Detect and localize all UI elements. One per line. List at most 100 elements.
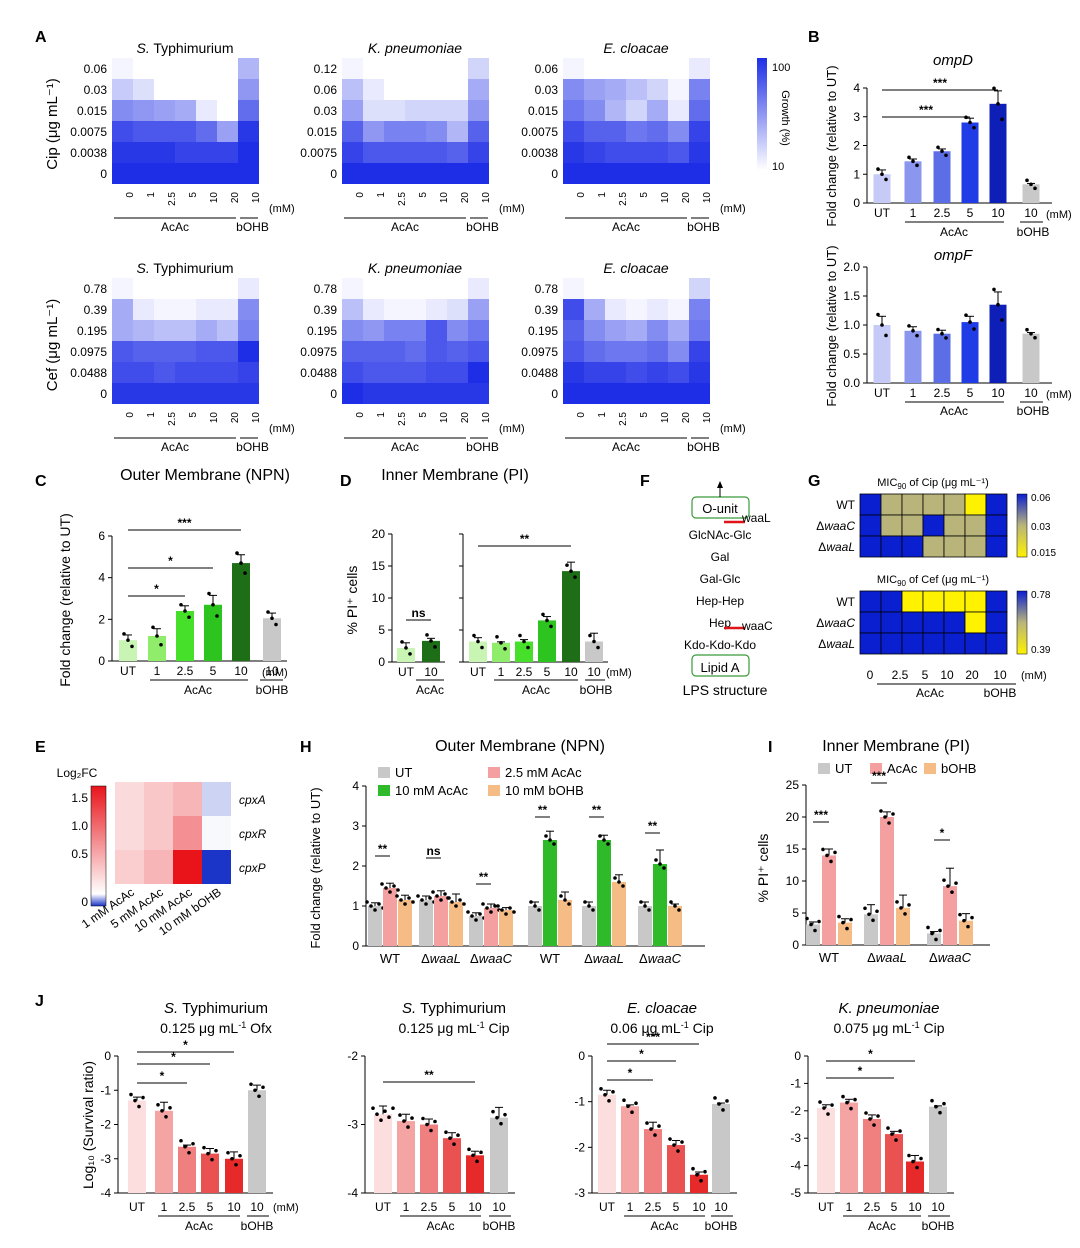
data-point [837,914,841,919]
x-tick-label: 10 [564,665,578,679]
data-point [493,904,497,908]
bar [397,1121,415,1193]
bar [469,641,487,662]
heatmap-cell [563,163,584,184]
heatmap-cell [238,320,259,341]
chart-subtitle: 0.075 μg mL-1 Cip [833,1020,944,1036]
data-point [215,614,219,618]
legend-label: 2.5 mM AcAc [505,765,582,780]
bar [885,1134,903,1193]
heatmap-cell [563,362,584,383]
bar [989,304,1007,383]
data-point [549,624,553,629]
bar [863,1119,881,1193]
y-tick-label: 2.0 [843,260,860,274]
heatmap-cell [426,58,447,79]
heatmap-cell [426,341,447,362]
legend-swatch [488,785,500,796]
data-point [880,323,884,327]
panel-letter-A: A [35,29,47,46]
data-point [569,569,573,573]
data-point [474,918,478,922]
y-tick-label: 0.0488 [70,366,107,380]
data-point [377,902,381,906]
heatmap-title: S. Typhimurium [136,260,233,276]
bar [961,322,979,383]
gene-label: cpxR [239,827,267,841]
y-tick-label: 0.015 [77,104,107,118]
heatmap-cell [584,362,605,383]
legend-swatch [378,767,390,778]
x-tick-label: 10 [660,412,671,424]
heatmap-cell [133,58,154,79]
data-point [396,888,400,892]
y-tick-label: 4 [352,779,359,793]
y-tick-label: 0.39 [84,303,108,317]
heatmap-cell [605,320,626,341]
data-point [938,928,942,933]
bar [668,906,682,946]
data-point [126,638,130,642]
heatmap-cell [964,632,987,655]
data-point [911,159,915,164]
heatmap-cell [668,58,689,79]
data-point [249,1082,253,1087]
y-tick-label: -2 [790,1104,801,1118]
acac-label: AcAc [612,220,640,234]
bar [562,571,580,662]
data-point [207,591,211,596]
data-point [400,640,404,644]
heatmap-cell [173,850,202,884]
lps-component: GlcNAc-Glc [689,528,752,542]
group-label: WT [380,951,400,966]
heatmap-cell [112,163,133,184]
data-point [369,904,373,908]
heatmap-cell [584,58,605,79]
unit-label: (mM) [1046,389,1072,401]
data-point [475,1159,479,1164]
data-point [429,639,433,643]
data-point [903,912,907,916]
y-tick-label: 15 [372,559,386,573]
y-axis-label: Fold change (relative to UT) [308,787,323,948]
x-tick-label: 10 [692,1200,706,1214]
heatmap-cell [405,79,426,100]
x-tick-label: 0 [125,412,136,418]
heatmap-cell [175,341,196,362]
data-point [668,1137,672,1141]
bar [225,1158,243,1193]
x-tick-label: 10 [991,206,1005,220]
data-point [966,924,970,929]
heatmap-cell [647,341,668,362]
heatmap-cell [943,611,966,634]
bohb-label: bOHB [466,220,499,234]
data-point [472,633,476,638]
data-point [238,1153,242,1158]
y-tick-label: 0 [853,196,860,210]
lps-component: Kdo-Kdo-Kdo [684,638,756,652]
x-tick-label: 2.5 [397,412,408,426]
lps-component: Hep-Hep [696,594,744,608]
x-tick-label: 1 [597,192,608,198]
y-tick-label: 0 [330,167,337,181]
lps-title: LPS structure [683,682,768,698]
bohb-label: bOHB [687,220,720,234]
heatmap-cell [689,362,710,383]
bar [538,620,556,662]
colorbar-tick: 10 [772,161,784,173]
bohb-label: bOHB [483,1219,516,1233]
colorbar-tick: 1.0 [71,819,88,833]
data-point [992,287,996,292]
data-point [137,1104,141,1109]
row-label: ΔwaaC [816,519,855,533]
heatmap-cell [154,79,175,100]
data-point [266,610,270,614]
bar [248,1090,266,1193]
bar [178,1146,196,1193]
bar [612,882,626,946]
acac-label: AcAc [868,1219,896,1233]
row-label: WT [836,498,855,512]
heatmap-cell [943,590,966,613]
heatmap-cell [859,514,882,537]
data-point [968,320,972,324]
